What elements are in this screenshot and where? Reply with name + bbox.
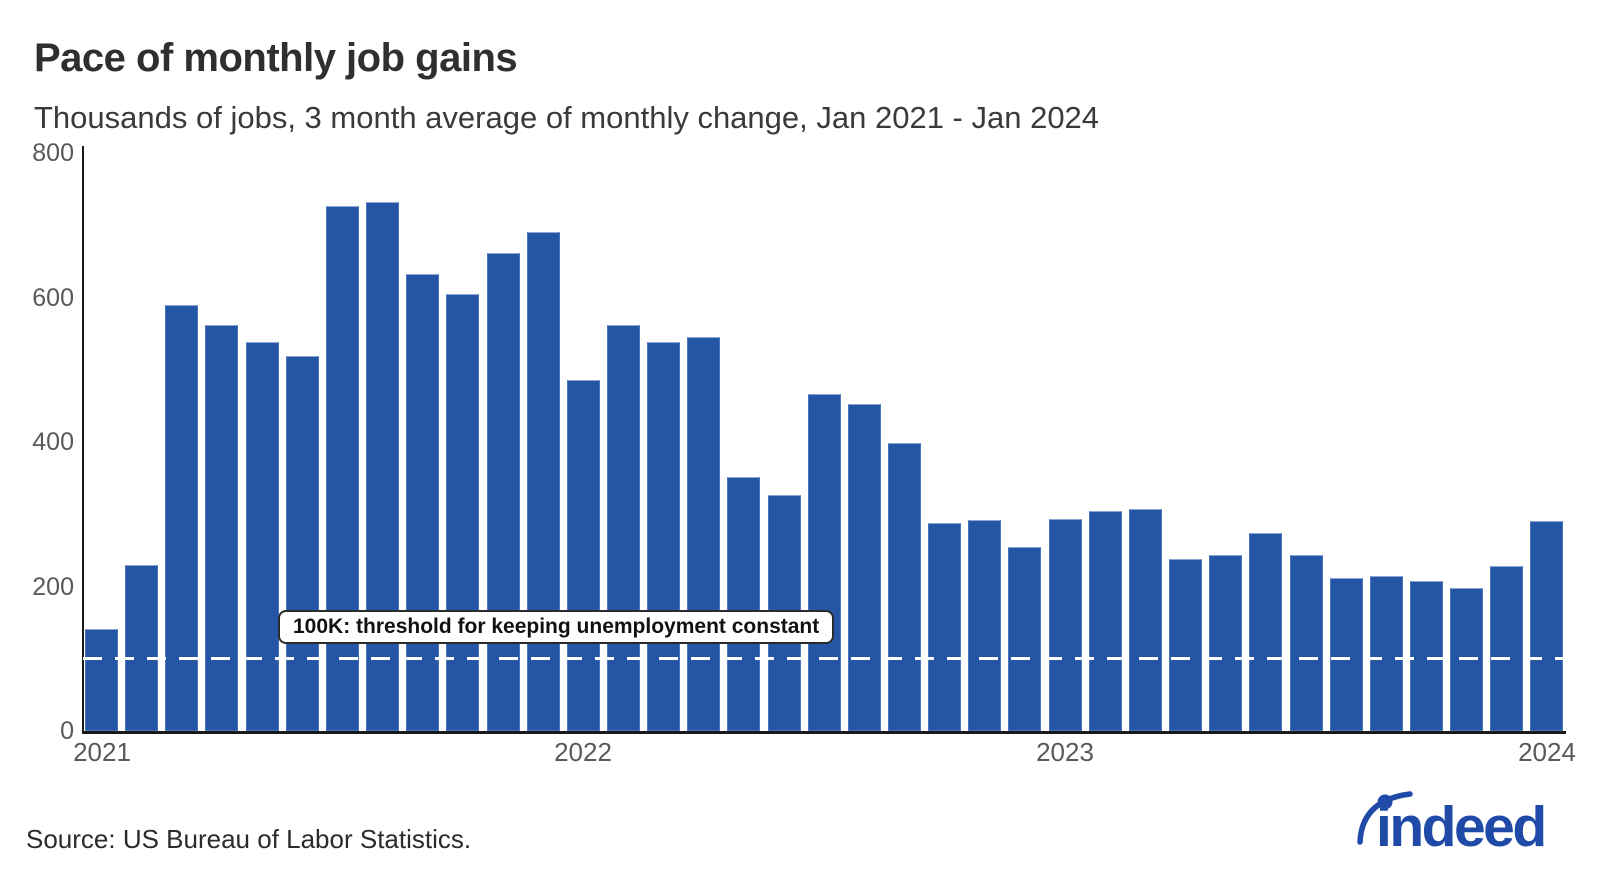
y-tick-800: 800 — [32, 139, 74, 167]
bar-nov-2022 — [968, 520, 1002, 731]
bar-aug-2023 — [1329, 578, 1363, 731]
bar-oct-2022 — [928, 523, 962, 731]
bar-may-2021 — [245, 342, 279, 731]
bar-sep-2023 — [1369, 576, 1403, 731]
x-tick-2022: 2022 — [554, 737, 612, 767]
plot-area — [83, 153, 1565, 731]
bar-jul-2022 — [807, 394, 841, 731]
x-tick-2021: 2021 — [73, 737, 131, 767]
y-tick-0: 0 — [60, 717, 74, 745]
bar-jul-2023 — [1289, 555, 1323, 731]
x-axis-line — [82, 731, 1566, 734]
y-tick-400: 400 — [32, 428, 74, 456]
bar-jan-2023 — [1048, 519, 1082, 731]
bar-dec-2022 — [1008, 547, 1042, 731]
bar-may-2023 — [1209, 555, 1243, 731]
threshold-dashed-line — [83, 657, 1565, 660]
logo-wordmark: indeed — [1376, 795, 1545, 854]
source-note: Source: US Bureau of Labor Statistics. — [26, 824, 472, 854]
bar-may-2022 — [727, 477, 761, 731]
bar-jun-2023 — [1249, 533, 1283, 731]
bar-dec-2021 — [526, 232, 560, 731]
bar-aug-2022 — [847, 404, 881, 731]
bar-oct-2023 — [1409, 581, 1443, 731]
bar-jan-2024 — [1530, 521, 1564, 731]
bar-nov-2021 — [486, 253, 520, 731]
y-tick-600: 600 — [32, 284, 74, 312]
bar-apr-2022 — [687, 337, 721, 731]
bar-jan-2022 — [566, 380, 600, 731]
bar-aug-2021 — [366, 202, 400, 731]
bar-feb-2023 — [1088, 511, 1122, 731]
bar-feb-2021 — [125, 565, 159, 731]
logo-swoosh-icon — [1357, 791, 1413, 845]
bar-mar-2023 — [1128, 509, 1162, 731]
bar-oct-2021 — [446, 294, 480, 731]
logo-i-dot — [1377, 794, 1393, 810]
bar-mar-2021 — [165, 305, 199, 731]
bar-jan-2021 — [85, 629, 118, 731]
x-tick-2023: 2023 — [1036, 737, 1094, 767]
chart-title: Pace of monthly job gains — [34, 36, 518, 80]
bar-jul-2021 — [325, 206, 359, 731]
y-axis-line — [82, 146, 84, 732]
bar-feb-2022 — [606, 325, 640, 731]
bar-apr-2023 — [1169, 559, 1203, 731]
bar-dec-2023 — [1490, 566, 1524, 731]
threshold-annotation: 100K: threshold for keeping unemployment… — [278, 610, 835, 644]
bar-sep-2021 — [406, 274, 440, 731]
chart-subtitle: Thousands of jobs, 3 month average of mo… — [34, 100, 1100, 135]
y-tick-200: 200 — [32, 573, 74, 601]
bar-apr-2021 — [205, 325, 239, 731]
x-tick-2024: 2024 — [1518, 737, 1576, 767]
bar-jun-2021 — [285, 356, 319, 731]
indeed-logo: indeed — [1352, 788, 1568, 859]
bar-sep-2022 — [888, 443, 921, 731]
bar-mar-2022 — [647, 342, 681, 731]
